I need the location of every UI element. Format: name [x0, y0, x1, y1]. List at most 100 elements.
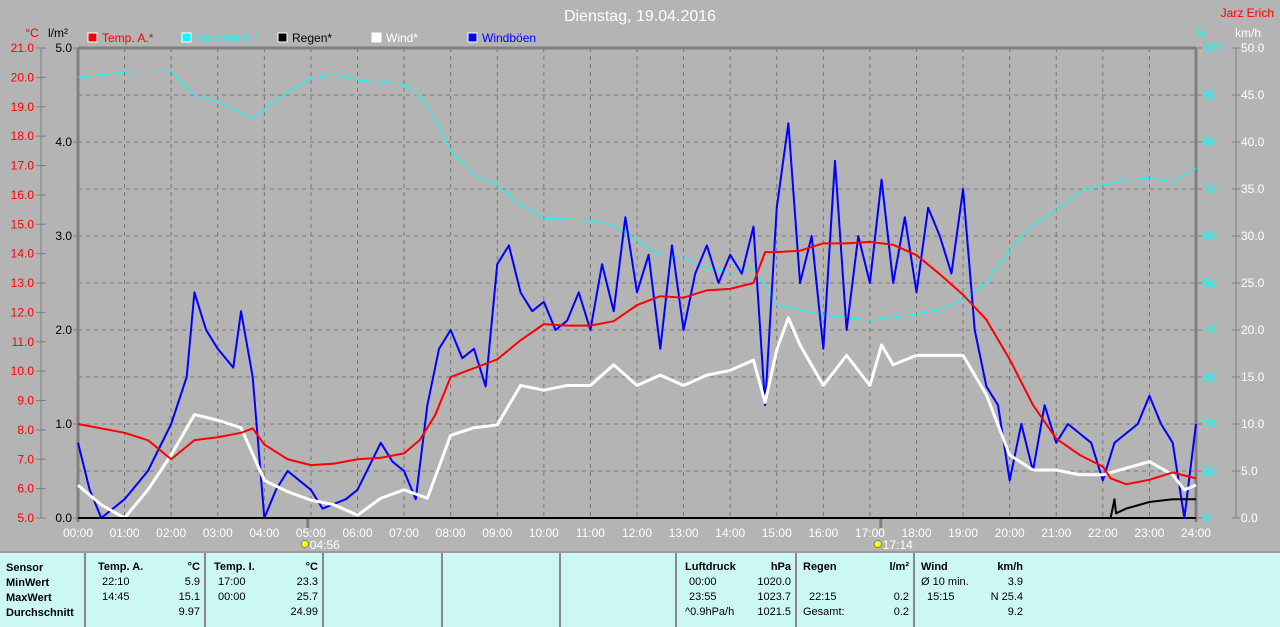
temp-tick-label: 11.0 — [12, 335, 35, 349]
time-tick-label: 02:00 — [156, 526, 186, 540]
row-label-min: MinWert — [6, 576, 82, 591]
hum-unit: % — [1195, 26, 1206, 40]
legend-label: Temp. A.* — [102, 31, 154, 45]
time-tick-label: 17:00 — [855, 526, 885, 540]
author-label: Jarz Erich — [1221, 6, 1274, 20]
hum-tick-label: 80 — [1203, 135, 1217, 149]
empty-column-1 — [322, 553, 442, 627]
hum-tick-label: 40 — [1203, 323, 1217, 337]
pressure-min-time: 00:00 — [689, 576, 717, 588]
temp-tick-label: 17.0 — [11, 159, 35, 173]
temp-tick-label: 9.0 — [17, 394, 34, 408]
temp-i-unit: °C — [306, 561, 318, 573]
time-tick-label: 23:00 — [1134, 526, 1164, 540]
temp-a-max: 15.1 — [179, 591, 200, 603]
temp-tick-label: 21.0 — [11, 41, 35, 55]
temp-i-max-time: 00:00 — [218, 591, 246, 603]
temp-a-max-time: 14:45 — [102, 591, 130, 603]
legend-swatch — [278, 33, 287, 42]
wind-tick-label: 0.0 — [1241, 511, 1258, 525]
time-tick-label: 14:00 — [715, 526, 745, 540]
time-tick-label: 09:00 — [482, 526, 512, 540]
hum-tick-label: 60 — [1203, 229, 1217, 243]
rain-total: 0.2 — [894, 606, 909, 618]
legend-label: Regen* — [292, 31, 332, 45]
pressure-column: Luftdruck hPa 00:00 1020.0 23:55 1023.7 … — [675, 553, 795, 627]
wind-tick-label: 5.0 — [1241, 464, 1258, 478]
rain-tick-label: 4.0 — [55, 135, 72, 149]
wind-tick-label: 40.0 — [1241, 135, 1265, 149]
hum-tick-label: 100 — [1203, 41, 1223, 55]
rain-total-label: Gesamt: — [803, 606, 845, 618]
hum-tick-label: 90 — [1203, 88, 1217, 102]
rain-title: Regen — [803, 561, 837, 573]
temp-tick-label: 15.0 — [11, 217, 35, 231]
sensor-labels: Sensor MinWert MaxWert Durchschnitt — [0, 553, 82, 627]
rain-tick-label: 1.0 — [55, 417, 72, 431]
temp-tick-label: 14.0 — [11, 247, 35, 261]
wind-avg10-label: Ø 10 min. — [921, 576, 969, 588]
wind-tick-label: 20.0 — [1241, 323, 1265, 337]
rain-tick-label: 0.0 — [55, 511, 72, 525]
temp-i-title: Temp. I. — [214, 561, 255, 573]
pressure-unit: hPa — [771, 561, 791, 573]
wind-tick-label: 30.0 — [1241, 229, 1265, 243]
hum-tick-label: 50 — [1203, 276, 1217, 290]
rain-max-time: 22:15 — [809, 591, 837, 603]
time-tick-label: 16:00 — [808, 526, 838, 540]
hum-tick-label: 0 — [1203, 511, 1210, 525]
legend-label: Feuchte A.* — [196, 31, 258, 45]
time-tick-label: 06:00 — [342, 526, 372, 540]
legend-swatch — [372, 33, 381, 42]
temp-tick-label: 10.0 — [11, 364, 35, 378]
temp-i-max: 25.7 — [297, 591, 318, 603]
rain-column: Regen l/m² 22:15 0.2 Gesamt: 0.2 — [795, 553, 913, 627]
temp-a-min-time: 22:10 — [102, 576, 130, 588]
wind-title: Wind — [921, 561, 948, 573]
pressure-max: 1023.7 — [757, 591, 791, 603]
time-tick-label: 20:00 — [995, 526, 1025, 540]
time-tick-label: 11:00 — [576, 526, 605, 540]
wind-tick-label: 25.0 — [1241, 276, 1265, 290]
wind-column: Wind km/h Ø 10 min. 3.9 15:15 N 25.4 9.2 — [913, 553, 1280, 627]
wind-avg: 9.2 — [975, 606, 1023, 618]
rain-tick-label: 5.0 — [55, 41, 72, 55]
temp-a-column: Temp. A. °C 22:10 5.9 14:45 15.1 9.97 — [84, 553, 204, 627]
rain-unit: l/m² — [48, 26, 68, 40]
empty-column-2 — [441, 553, 559, 627]
temp-a-title: Temp. A. — [98, 561, 143, 573]
time-tick-label: 08:00 — [436, 526, 466, 540]
legend-swatch — [468, 33, 477, 42]
legend-label: Wind* — [386, 31, 418, 45]
temp-tick-label: 13.0 — [11, 276, 35, 290]
empty-column-3 — [559, 553, 675, 627]
temp-tick-label: 8.0 — [17, 423, 34, 437]
sunrise-icon — [301, 541, 308, 548]
time-tick-label: 13:00 — [669, 526, 699, 540]
hum-tick-label: 10 — [1203, 464, 1217, 478]
time-tick-label: 24:00 — [1181, 526, 1211, 540]
row-label-sensor: Sensor — [6, 561, 82, 576]
time-tick-label: 12:00 — [622, 526, 652, 540]
pressure-title: Luftdruck — [685, 561, 736, 573]
pressure-max-time: 23:55 — [689, 591, 717, 603]
sunset-icon — [874, 541, 881, 548]
time-tick-label: 22:00 — [1088, 526, 1118, 540]
hum-tick-label: 70 — [1203, 182, 1217, 196]
chart-title: Dienstag, 19.04.2016 — [564, 8, 716, 25]
temp-tick-label: 20.0 — [11, 70, 35, 84]
wind-tick-label: 50.0 — [1241, 41, 1265, 55]
pressure-trend: ^0.9hPa/h — [685, 606, 734, 618]
time-tick-label: 04:00 — [249, 526, 279, 540]
temp-tick-label: 18.0 — [11, 129, 35, 143]
row-label-avg: Durchschnitt — [6, 606, 82, 621]
rain-max: 0.2 — [894, 591, 909, 603]
temp-i-min: 23.3 — [297, 576, 318, 588]
wind-unit: km/h — [1235, 26, 1261, 40]
temp-tick-label: 12.0 — [11, 305, 35, 319]
wind-avg10: 3.9 — [975, 576, 1023, 588]
temp-tick-label: 5.0 — [17, 511, 34, 525]
temp-i-column: Temp. I. °C 17:00 23.3 00:00 25.7 24.99 — [204, 553, 322, 627]
temp-tick-label: 19.0 — [11, 100, 35, 114]
